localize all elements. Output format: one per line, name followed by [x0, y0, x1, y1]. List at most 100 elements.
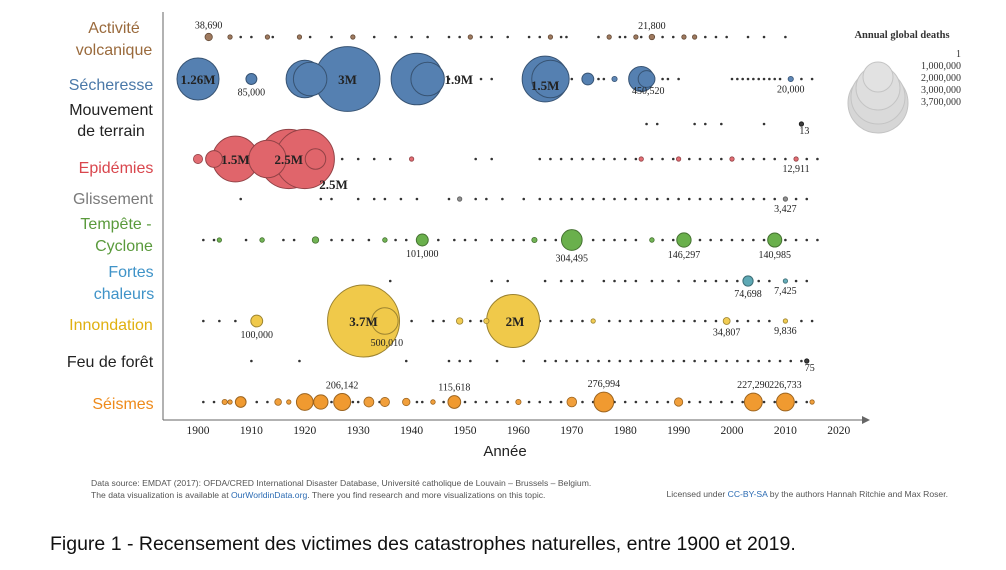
dot-mark — [634, 279, 638, 283]
dot-mark — [671, 319, 675, 323]
data-label-2014: 75 — [805, 363, 815, 374]
dot-mark — [773, 157, 777, 161]
dot-mark — [682, 359, 686, 363]
bubble-1906 — [227, 34, 233, 40]
legend-value-1: 1,000,000 — [921, 61, 961, 72]
dot-mark — [308, 35, 312, 39]
x-tick-1930: 1930 — [347, 425, 370, 437]
dot-mark — [367, 238, 371, 242]
owid-link[interactable]: OurWorldinData.org — [230, 490, 308, 500]
dot-mark — [778, 359, 782, 363]
dot-mark — [623, 279, 627, 283]
bubble-1935 — [382, 237, 388, 243]
label-storm-2: Cyclone — [95, 238, 153, 255]
dot-mark — [709, 197, 712, 201]
dot-mark — [527, 35, 531, 39]
bubble-2013 — [798, 121, 805, 127]
data-label-1976: 276,994 — [588, 379, 621, 390]
bubble-2010 — [775, 392, 795, 412]
bubble-1900 — [176, 57, 220, 101]
license-link[interactable]: CC-BY-SA — [727, 489, 768, 499]
dot-mark — [351, 238, 355, 242]
dot-mark — [591, 238, 595, 242]
dot-mark — [687, 157, 691, 161]
dot-mark — [794, 279, 798, 283]
dot-mark — [629, 359, 632, 363]
dot-mark — [741, 400, 744, 404]
dot-mark — [810, 77, 814, 81]
dot-mark — [602, 197, 606, 201]
bubble-1951 — [467, 34, 473, 40]
data-label-1942: 101,000 — [406, 249, 439, 260]
dot-mark — [447, 35, 451, 39]
dot-mark — [768, 77, 771, 81]
x-tick-1940: 1940 — [400, 425, 423, 437]
x-tick-1910: 1910 — [240, 425, 263, 437]
series-7: 100,000 3.7M 500,010 2M 34,807 9,836 — [202, 284, 814, 358]
dot-mark — [655, 197, 659, 201]
dot-mark — [805, 279, 809, 283]
dot-mark — [784, 35, 787, 39]
bubble-1954 — [483, 317, 490, 325]
dot-mark — [661, 319, 664, 323]
data-label-1922: 2.5M — [319, 177, 348, 192]
dot-mark — [757, 319, 760, 323]
dot-mark — [714, 359, 718, 363]
x-axis-arrow — [862, 416, 870, 424]
dot-mark — [239, 35, 243, 39]
source-text-a: The data visualization is available at — [91, 490, 231, 500]
data-label-2010: 3,427 — [774, 204, 797, 215]
dot-mark — [559, 197, 563, 201]
dot-mark — [282, 238, 285, 242]
data-label-1910: 85,000 — [238, 87, 266, 98]
dot-mark — [752, 197, 755, 201]
dot-mark — [543, 238, 547, 242]
dot-mark — [736, 359, 739, 363]
dot-mark — [597, 77, 600, 81]
dot-mark — [490, 77, 494, 81]
bubble-1944 — [430, 399, 436, 405]
bubble-1991 — [681, 34, 687, 40]
series-8: 75 — [250, 358, 815, 374]
dot-mark — [805, 197, 809, 201]
legend-value-3: 3,000,000 — [921, 85, 961, 96]
dot-mark — [693, 359, 696, 363]
dot-mark — [666, 400, 670, 404]
dot-mark — [469, 319, 472, 323]
data-label-1931: 3.7M — [349, 314, 378, 329]
dot-mark — [410, 319, 413, 323]
dot-mark — [639, 319, 643, 323]
data-label-2010: 9,836 — [774, 326, 797, 337]
dot-mark — [538, 197, 542, 201]
data-label-1900: 1.26M — [180, 72, 215, 87]
dot-mark — [671, 359, 675, 363]
label-earthquake: Séismes — [92, 396, 153, 413]
dot-mark — [671, 157, 675, 161]
bubble-1966 — [547, 34, 554, 40]
dot-mark — [693, 319, 696, 323]
bubble-1943 — [410, 61, 445, 97]
bubble-1912 — [259, 237, 265, 243]
bubble-1931 — [327, 284, 401, 358]
dot-mark — [693, 122, 696, 126]
dot-mark — [741, 197, 744, 201]
dot-mark — [661, 238, 664, 242]
bubble-1949 — [456, 317, 464, 325]
dot-mark — [404, 359, 408, 363]
series-6: 74,698 7,425 — [388, 275, 809, 300]
dot-mark — [490, 238, 494, 242]
dot-mark — [244, 238, 248, 242]
label-volcanic-2: volcanique — [76, 42, 153, 59]
dot-mark — [773, 400, 777, 404]
dot-mark — [789, 359, 793, 363]
bubble-1978 — [611, 75, 618, 83]
label-storm: Tempête - — [80, 216, 151, 233]
bubble-1900 — [193, 154, 203, 164]
dot-mark — [720, 400, 723, 404]
dot-mark — [736, 319, 739, 323]
dot-mark — [810, 319, 814, 323]
dot-mark — [394, 35, 397, 39]
dot-mark — [746, 359, 750, 363]
dot-mark — [501, 197, 504, 201]
dot-mark — [623, 238, 627, 242]
